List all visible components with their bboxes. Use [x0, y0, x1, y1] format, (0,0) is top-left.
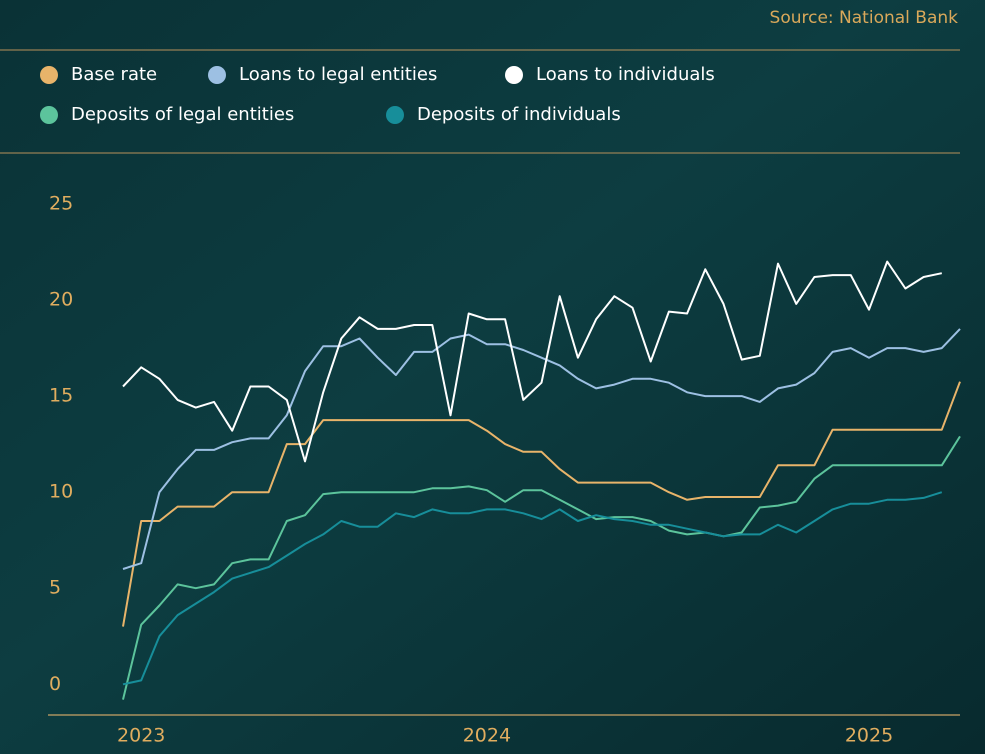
series-line: [122, 260, 943, 463]
legend-swatch: [40, 66, 58, 84]
x-tick-label: 2023: [117, 725, 165, 747]
series-line: [122, 491, 943, 686]
legend-label: Loans to legal entities: [239, 64, 437, 85]
y-tick-label: 20: [49, 289, 73, 311]
y-tick-label: 0: [49, 673, 61, 695]
y-tick-label: 10: [49, 481, 73, 503]
legend-swatch: [40, 106, 58, 124]
series-line: [122, 435, 961, 700]
y-tick-label: 15: [49, 385, 73, 407]
legend-label: Deposits of legal entities: [71, 104, 294, 125]
legend-label: Loans to individuals: [536, 64, 715, 85]
legend-label: Base rate: [71, 64, 157, 85]
legend-swatch: [505, 66, 523, 84]
source: Source: National Bank: [770, 8, 959, 28]
x-tick-label: 2025: [845, 725, 893, 747]
y-tick-label: 5: [49, 577, 61, 599]
y-tick-label: 25: [49, 193, 73, 215]
series-line: [122, 328, 961, 570]
legend-swatch: [208, 66, 226, 84]
x-tick-label: 2024: [463, 725, 511, 747]
legend-swatch: [386, 106, 404, 124]
legend-label: Deposits of individuals: [417, 104, 621, 125]
series-line: [122, 381, 961, 627]
